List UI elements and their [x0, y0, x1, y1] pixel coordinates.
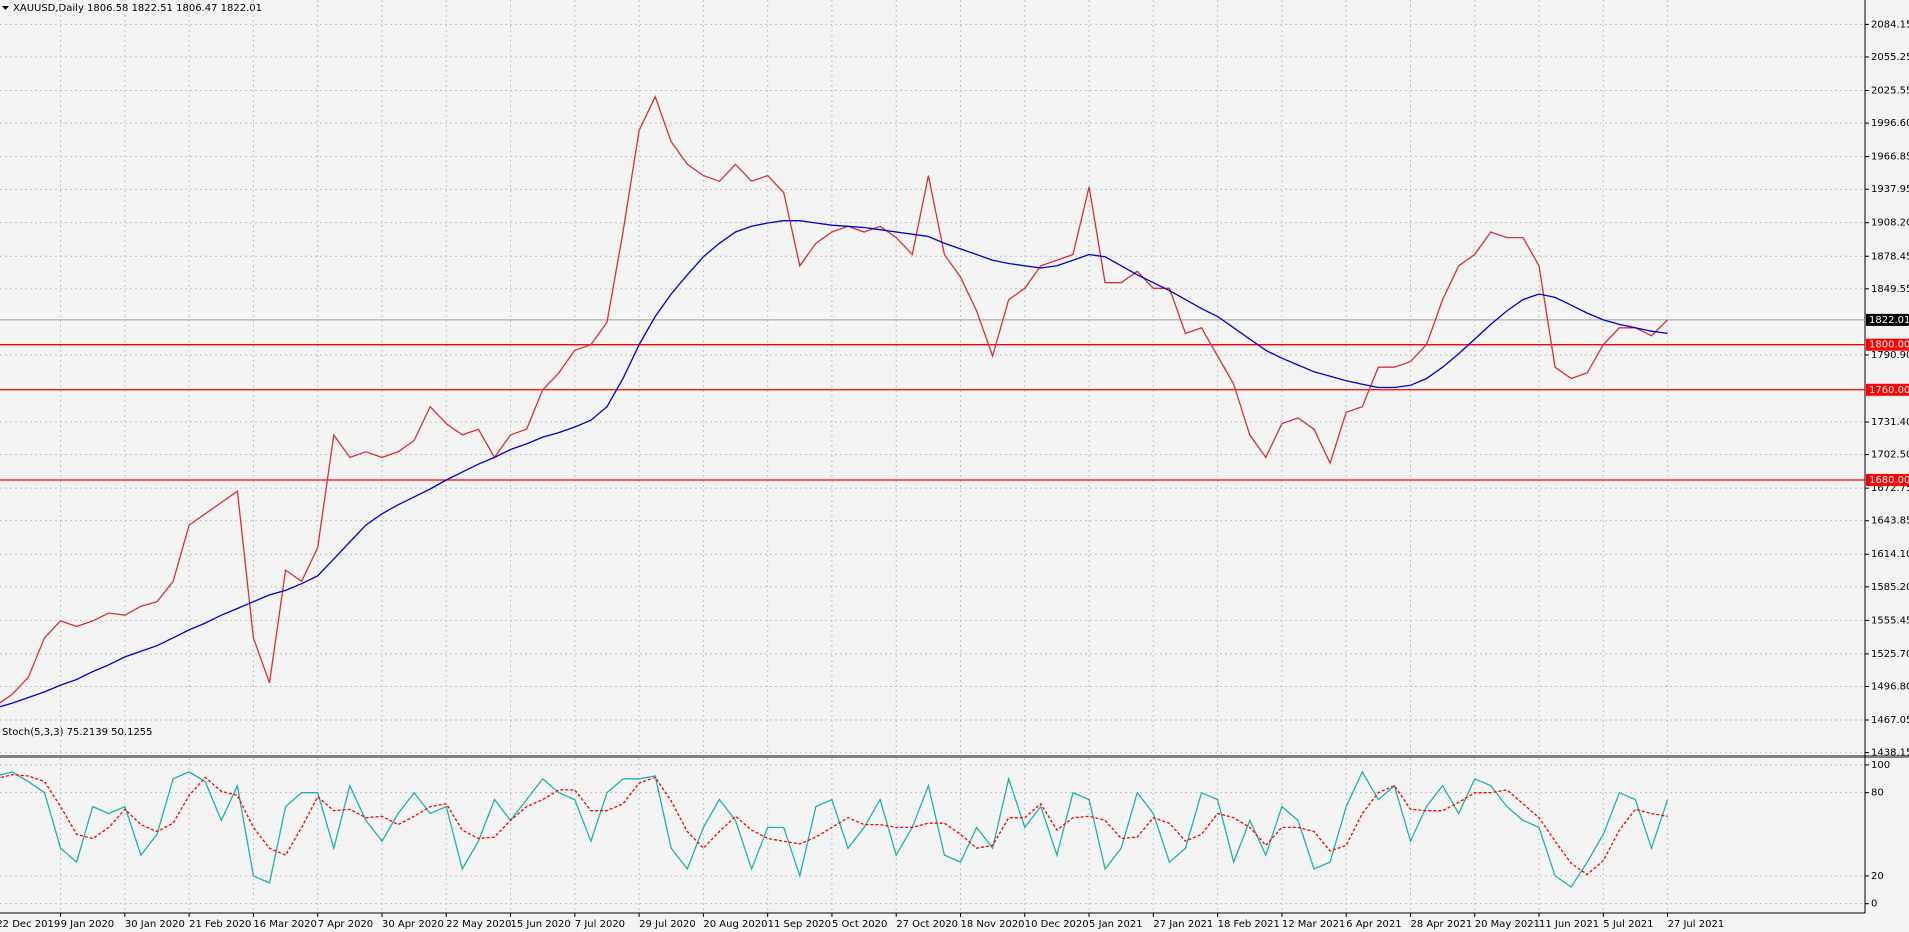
- y-tick-label: 1937.95: [1871, 184, 1909, 195]
- y-tick-label: 1790.90: [1871, 350, 1909, 361]
- y-tick-label: 80: [1871, 788, 1884, 799]
- x-tick-label: 11 Jun 2021: [1539, 919, 1599, 930]
- last-price-label: 1822.01: [1869, 315, 1909, 326]
- x-tick-label: 30 Jan 2020: [125, 919, 185, 930]
- series-line: [0, 95, 1669, 704]
- level-label: 1760.00: [1869, 385, 1909, 396]
- x-tick-label: 18 Feb 2021: [1218, 919, 1280, 930]
- x-tick-label: 20 Aug 2020: [703, 919, 767, 930]
- series-line: [0, 770, 1669, 888]
- y-tick-label: 1525.70: [1871, 649, 1909, 660]
- x-tick-label: 27 Jul 2021: [1668, 919, 1725, 930]
- level-label-box: [1866, 473, 1909, 486]
- x-tick-label: 21 Feb 2020: [189, 919, 251, 930]
- x-tick-label: 7 Jul 2020: [575, 919, 625, 930]
- y-tick-label: 1996.60: [1871, 118, 1909, 129]
- level-label-box: [1866, 338, 1909, 351]
- x-tick-label: 22 Dec 2019: [0, 919, 60, 930]
- x-tick-label: 5 Oct 2020: [832, 919, 887, 930]
- level-label-box: [1866, 383, 1909, 396]
- y-tick-label: 2084.15: [1871, 19, 1909, 30]
- x-tick-label: 7 Apr 2020: [318, 919, 373, 930]
- y-tick-label: 1908.20: [1871, 218, 1909, 229]
- menu-icon: [2, 6, 9, 10]
- x-tick-label: 16 Mar 2020: [253, 919, 316, 930]
- x-tick-label: 30 Apr 2020: [382, 919, 444, 930]
- series-line: [0, 773, 1668, 876]
- x-tick-label: 22 May 2020: [446, 919, 511, 930]
- x-tick-label: 15 Jun 2020: [511, 919, 571, 930]
- x-tick-label: 11 Sep 2020: [768, 919, 831, 930]
- x-tick-label: 5 Jan 2021: [1089, 919, 1143, 930]
- x-tick-label: 6 Apr 2021: [1346, 919, 1401, 930]
- level-label: 1800.00: [1869, 340, 1909, 351]
- series-line: [0, 220, 1668, 708]
- chart-title: XAUUSD,Daily 1806.58 1822.51 1806.47 182…: [13, 3, 262, 14]
- y-tick-label: 1585.20: [1871, 582, 1909, 593]
- y-tick-label: 2025.55: [1871, 85, 1909, 96]
- last-price-box: [1866, 313, 1909, 326]
- y-tick-label: 1966.85: [1871, 152, 1909, 163]
- x-tick-label: 10 Dec 2020: [1025, 919, 1089, 930]
- x-tick-label: 20 May 2021: [1475, 919, 1540, 930]
- y-tick-label: 1614.10: [1871, 549, 1909, 560]
- y-tick-label: 1555.45: [1871, 615, 1909, 626]
- y-tick-label: 100: [1871, 760, 1890, 771]
- y-tick-label: 1496.80: [1871, 681, 1909, 692]
- y-tick-label: 1849.55: [1871, 284, 1909, 295]
- y-tick-label: 1731.40: [1871, 417, 1909, 428]
- y-tick-label: 1438.15: [1871, 748, 1909, 759]
- y-tick-label: 2055.25: [1871, 52, 1909, 63]
- y-tick-label: 1643.85: [1871, 516, 1909, 527]
- x-tick-label: 27 Jan 2021: [1153, 919, 1213, 930]
- x-tick-label: 5 Jul 2021: [1603, 919, 1653, 930]
- x-tick-label: 9 Jan 2020: [61, 919, 115, 930]
- y-tick-label: 1878.45: [1871, 251, 1909, 262]
- x-tick-label: 18 Nov 2020: [961, 919, 1025, 930]
- x-tick-label: 28 Apr 2021: [1410, 919, 1472, 930]
- x-tick-label: 12 Mar 2021: [1282, 919, 1345, 930]
- y-tick-label: 1702.50: [1871, 450, 1909, 461]
- y-tick-label: 20: [1871, 871, 1884, 882]
- x-tick-label: 29 Jul 2020: [639, 919, 696, 930]
- y-tick-label: 1672.75: [1871, 483, 1909, 494]
- y-tick-label: 1467.05: [1871, 715, 1909, 726]
- x-tick-label: 27 Oct 2020: [896, 919, 958, 930]
- level-label: 1680.00: [1869, 475, 1909, 486]
- y-tick-label: 0: [1871, 899, 1877, 910]
- indicator-title: Stoch(5,3,3) 75.2139 50.1255: [2, 727, 153, 738]
